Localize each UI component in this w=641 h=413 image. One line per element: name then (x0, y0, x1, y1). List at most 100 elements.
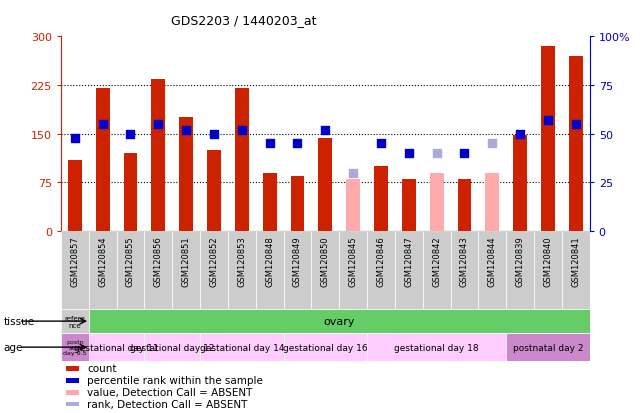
Bar (283, 232, 312, 309)
Bar (513, 136, 527, 232)
Bar (96, 89, 110, 232)
Text: postn
atal
day 0.5: postn atal day 0.5 (63, 339, 87, 356)
Bar (367, 232, 395, 309)
Bar (61, 232, 88, 309)
Bar (228, 232, 256, 309)
Point (404, 151, 414, 157)
Text: gestational day 16: gestational day 16 (283, 343, 368, 352)
Text: age: age (3, 342, 22, 352)
Point (265, 141, 275, 147)
Text: gestational day 18: gestational day 18 (394, 343, 479, 352)
Bar (283, 333, 367, 361)
Text: GSM120844: GSM120844 (488, 235, 497, 286)
Text: GSM120849: GSM120849 (293, 235, 302, 286)
Point (237, 127, 247, 134)
Bar (66, 390, 79, 394)
Text: GSM120856: GSM120856 (154, 235, 163, 286)
Bar (429, 173, 444, 232)
Text: GSM120840: GSM120840 (544, 235, 553, 286)
Point (126, 131, 136, 138)
Bar (506, 333, 590, 361)
Text: GSM120843: GSM120843 (460, 235, 469, 286)
Text: GSM120848: GSM120848 (265, 235, 274, 286)
Bar (451, 232, 478, 309)
Point (70, 135, 80, 142)
Bar (422, 232, 451, 309)
Bar (263, 173, 277, 232)
Text: GSM120847: GSM120847 (404, 235, 413, 286)
Text: percentile rank within the sample: percentile rank within the sample (87, 375, 263, 385)
Bar (319, 139, 332, 232)
Bar (200, 333, 283, 361)
Text: gestational day 11: gestational day 11 (74, 343, 159, 352)
Text: GSM120845: GSM120845 (349, 235, 358, 286)
Text: GSM120854: GSM120854 (98, 235, 107, 286)
Bar (200, 232, 228, 309)
Text: GSM120846: GSM120846 (376, 235, 385, 286)
Point (181, 127, 191, 134)
Text: postnatal day 2: postnatal day 2 (513, 343, 583, 352)
Point (209, 131, 219, 138)
Bar (506, 232, 534, 309)
Text: gestational day 12: gestational day 12 (130, 343, 215, 352)
Bar (61, 309, 88, 333)
Bar (117, 232, 144, 309)
Bar (339, 232, 367, 309)
Point (376, 141, 386, 147)
Bar (151, 79, 165, 232)
Text: GSM120850: GSM120850 (320, 235, 330, 286)
Bar (66, 366, 79, 371)
Text: GSM120857: GSM120857 (71, 235, 79, 286)
Text: rank, Detection Call = ABSENT: rank, Detection Call = ABSENT (87, 399, 247, 409)
Bar (256, 232, 283, 309)
Bar (541, 47, 555, 232)
Bar (144, 232, 172, 309)
Bar (172, 232, 200, 309)
Point (515, 131, 525, 138)
Bar (179, 118, 193, 232)
Text: refere
nce: refere nce (65, 315, 85, 328)
Text: tissue: tissue (3, 316, 35, 326)
Bar (66, 402, 79, 406)
Bar (562, 232, 590, 309)
Bar (88, 232, 117, 309)
Bar (374, 167, 388, 232)
Bar (402, 180, 416, 232)
Bar (68, 160, 82, 232)
Text: GSM120855: GSM120855 (126, 235, 135, 286)
Point (292, 141, 303, 147)
Text: gestational day 14: gestational day 14 (199, 343, 284, 352)
Point (570, 121, 581, 128)
Bar (207, 151, 221, 232)
Text: GDS2203 / 1440203_at: GDS2203 / 1440203_at (171, 14, 316, 27)
Bar (346, 180, 360, 232)
Bar (235, 89, 249, 232)
Bar (534, 232, 562, 309)
Text: GSM120851: GSM120851 (181, 235, 190, 286)
Bar (124, 154, 137, 232)
Bar (485, 173, 499, 232)
Text: GSM120841: GSM120841 (571, 235, 580, 286)
Text: value, Detection Call = ABSENT: value, Detection Call = ABSENT (87, 387, 253, 397)
Text: GSM120853: GSM120853 (237, 235, 246, 286)
Bar (458, 180, 471, 232)
Bar (61, 333, 88, 361)
Text: GSM120839: GSM120839 (515, 235, 524, 286)
Bar (569, 57, 583, 232)
Bar (395, 232, 422, 309)
Bar (66, 378, 79, 383)
Point (320, 127, 331, 134)
Text: ovary: ovary (324, 316, 355, 326)
Point (460, 151, 470, 157)
Bar (144, 333, 200, 361)
Point (97, 121, 108, 128)
Bar (312, 232, 339, 309)
Bar (88, 333, 144, 361)
Bar (478, 232, 506, 309)
Text: GSM120852: GSM120852 (210, 235, 219, 286)
Point (487, 141, 497, 147)
Text: GSM120842: GSM120842 (432, 235, 441, 286)
Text: count: count (87, 363, 117, 373)
Point (348, 170, 358, 177)
Bar (290, 177, 304, 232)
